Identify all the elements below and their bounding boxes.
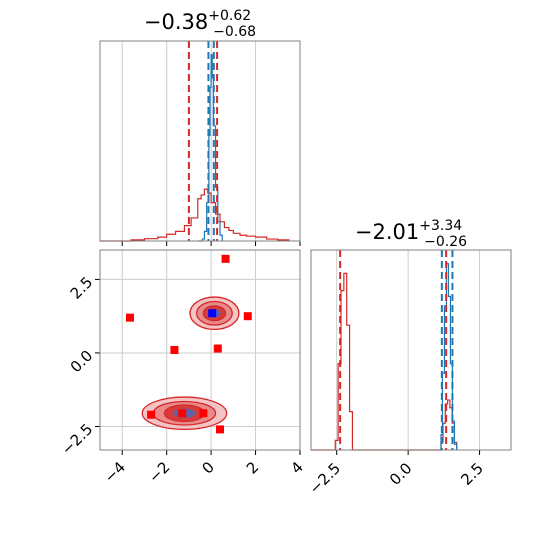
title-param-1: −0.38+0.62 −0.68 (144, 8, 256, 40)
histogram-blue (439, 263, 458, 451)
red-marker (126, 313, 134, 322)
y-tick-label: −2.5 (58, 420, 96, 458)
title-param-2: −2.01+3.34 −0.26 (355, 218, 467, 250)
red-marker (147, 410, 156, 419)
x-tick-label: −4 (101, 458, 129, 486)
x-tick-label: 4 (287, 458, 306, 477)
x-tick-label: −2 (145, 458, 173, 486)
red-marker (199, 409, 208, 418)
panel-hist-param-1 (99, 40, 301, 246)
x-tick-label: 2 (243, 458, 262, 477)
x-tick-label: 2.5 (457, 459, 487, 489)
red-marker (221, 254, 230, 263)
red-marker (213, 344, 222, 353)
blue-marker (208, 309, 217, 318)
y-tick-label: 2.5 (67, 273, 97, 303)
y-tick-label: 0.0 (67, 347, 97, 377)
histogram-blue (197, 54, 223, 242)
x-tick-label: −2.5 (306, 459, 344, 497)
red-marker (243, 312, 252, 321)
x-tick-label: 0 (198, 458, 217, 477)
red-marker (216, 425, 224, 434)
panel-hist-param-2: −2.5 0.0 2.5 (306, 249, 512, 498)
scatter-frame (99, 249, 301, 451)
histogram-red (100, 188, 290, 242)
red-marker (178, 409, 187, 418)
panel-scatter-2d: −4 −2 0 2 4 −2.5 0.0 2.5 (58, 249, 307, 486)
red-marker (170, 346, 179, 354)
histogram-frame (310, 249, 512, 451)
histogram-frame (99, 40, 301, 242)
histogram-red (311, 272, 458, 451)
x-tick-label: 0.0 (386, 459, 416, 489)
panel-titles: −0.38+0.62 −0.68 −2.01+3.34 −0.26 (144, 8, 467, 250)
